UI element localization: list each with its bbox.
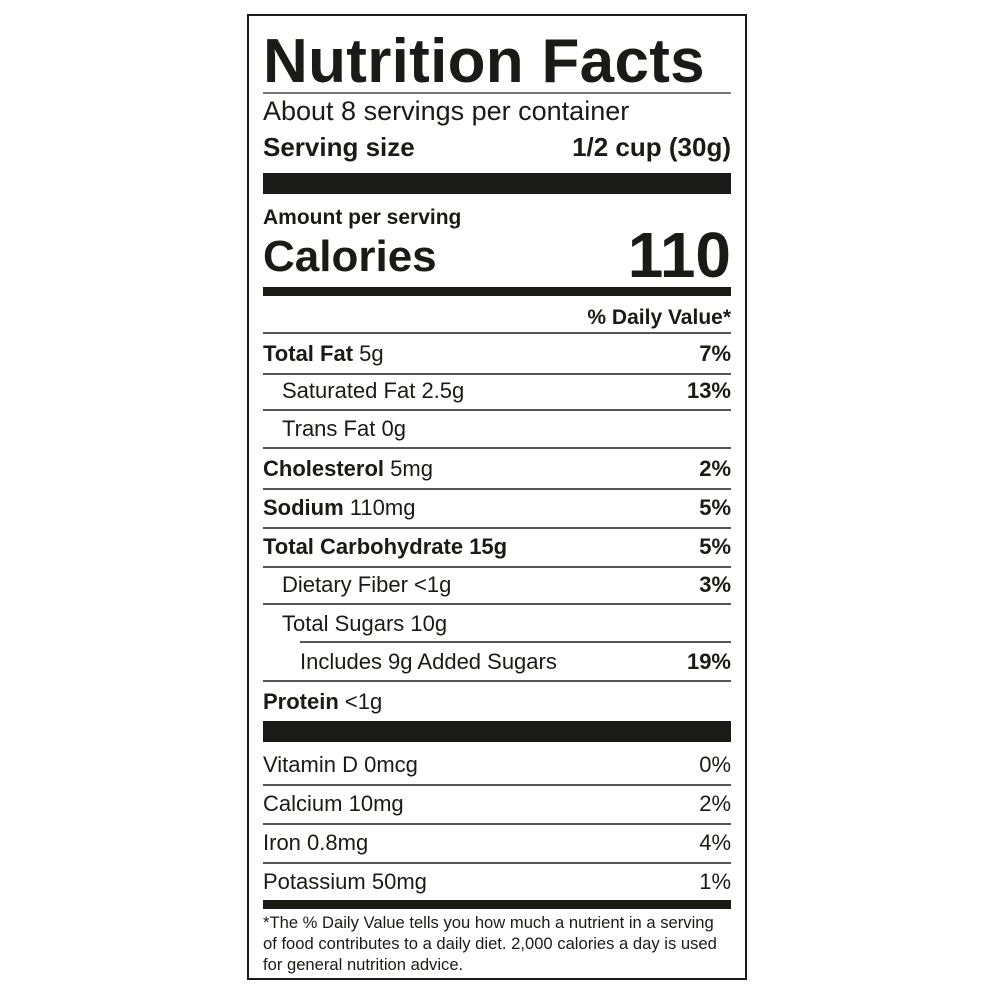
- nutrient-dv: 13%: [686, 378, 731, 403]
- nutrient-name: Total Fat: [263, 341, 354, 366]
- nutrient-name: Includes 9g Added Sugars: [300, 649, 557, 674]
- nutrient-amount: 5mg: [390, 456, 433, 481]
- nutrient-amount: 10g: [410, 611, 448, 636]
- nutrition-facts-label: Nutrition Facts About 8 servings per con…: [247, 14, 747, 980]
- nutrient-row-cholesterol: Cholesterol 5mg 2%: [263, 450, 731, 490]
- vitamin-row-vitamin-d: Vitamin D 0mcg 0%: [263, 746, 731, 786]
- vitamin-dv: 2%: [699, 791, 731, 816]
- nutrient-dv: 5%: [699, 495, 731, 520]
- nutrient-name: Protein: [263, 689, 339, 714]
- vitamin-name: Vitamin D: [263, 752, 358, 777]
- serving-size-row: Serving size 1/2 cup (30g): [263, 132, 731, 163]
- nutrient-dv: 19%: [686, 649, 731, 674]
- nutrient-amount: 5g: [359, 341, 384, 366]
- serving-size-label: Serving size: [263, 132, 415, 162]
- vitamin-name: Iron: [263, 830, 301, 855]
- nutrient-row-trans-fat: Trans Fat 0g: [263, 411, 731, 449]
- serving-size-value: 1/2 cup (30g): [572, 132, 731, 162]
- nutrient-amount: <1g: [414, 572, 452, 597]
- nutrient-name: Dietary Fiber: [282, 572, 408, 597]
- daily-value-header: % Daily Value*: [587, 306, 731, 329]
- divider: [263, 92, 731, 94]
- nutrient-name: Sodium: [263, 495, 344, 520]
- vitamin-dv: 4%: [699, 830, 731, 855]
- amount-per-serving: Amount per serving: [263, 206, 462, 229]
- vitamin-dv: 1%: [699, 869, 731, 894]
- calories-value: 110: [627, 219, 731, 291]
- vitamin-name: Potassium: [263, 869, 366, 894]
- nutrient-dv: 5%: [699, 534, 731, 559]
- vitamin-row-potassium: Potassium 50mg 1%: [263, 863, 731, 901]
- servings-per-container: About 8 servings per container: [263, 96, 630, 126]
- nutrient-row-sodium: Sodium 110mg 5%: [263, 489, 731, 529]
- nutrient-dv: 7%: [699, 341, 731, 366]
- nutrient-name: Total Carbohydrate: [263, 534, 464, 559]
- nutrient-row-dietary-fiber: Dietary Fiber <1g 3%: [263, 567, 731, 605]
- nutrient-row-added-sugars: Includes 9g Added Sugars 19%: [263, 644, 731, 682]
- vitamin-amount: 10mg: [348, 791, 404, 816]
- nutrient-amount: 2.5g: [421, 378, 465, 403]
- vitamin-amount: 0.8mg: [307, 830, 369, 855]
- divider: [300, 641, 731, 643]
- divider: [263, 332, 731, 334]
- medium-divider: [263, 287, 731, 296]
- nutrient-amount: 110mg: [349, 495, 416, 520]
- nutrient-row-protein: Protein <1g: [263, 683, 731, 721]
- label-title: Nutrition Facts: [263, 27, 705, 96]
- nutrient-dv: 2%: [699, 456, 731, 481]
- nutrient-amount: <1g: [344, 689, 383, 714]
- thick-divider: [263, 721, 731, 742]
- nutrient-amount: 15g: [469, 534, 508, 559]
- nutrient-name: Trans Fat: [282, 416, 376, 441]
- calories-label: Calories: [263, 232, 437, 281]
- nutrient-name: Saturated Fat: [282, 378, 416, 403]
- vitamin-amount: 50mg: [371, 869, 427, 894]
- nutrient-row-total-fat: Total Fat 5g 7%: [263, 335, 731, 375]
- nutrient-row-total-carbohydrate: Total Carbohydrate 15g 5%: [263, 528, 731, 568]
- nutrient-row-saturated-fat: Saturated Fat 2.5g 13%: [263, 373, 731, 411]
- medium-divider: [263, 900, 731, 909]
- nutrient-name: Total Sugars: [282, 611, 405, 636]
- vitamin-name: Calcium: [263, 791, 343, 816]
- vitamin-amount: 0mcg: [364, 752, 418, 777]
- nutrient-amount: 0g: [381, 416, 406, 441]
- nutrient-row-total-sugars: Total Sugars 10g: [263, 605, 731, 643]
- vitamin-row-iron: Iron 0.8mg 4%: [263, 824, 731, 864]
- nutrient-name: Cholesterol: [263, 456, 385, 481]
- vitamin-dv: 0%: [699, 752, 731, 777]
- footnote: *The % Daily Value tells you how much a …: [263, 913, 717, 974]
- thick-divider: [263, 173, 731, 194]
- vitamin-row-calcium: Calcium 10mg 2%: [263, 785, 731, 825]
- nutrient-dv: 3%: [699, 572, 731, 597]
